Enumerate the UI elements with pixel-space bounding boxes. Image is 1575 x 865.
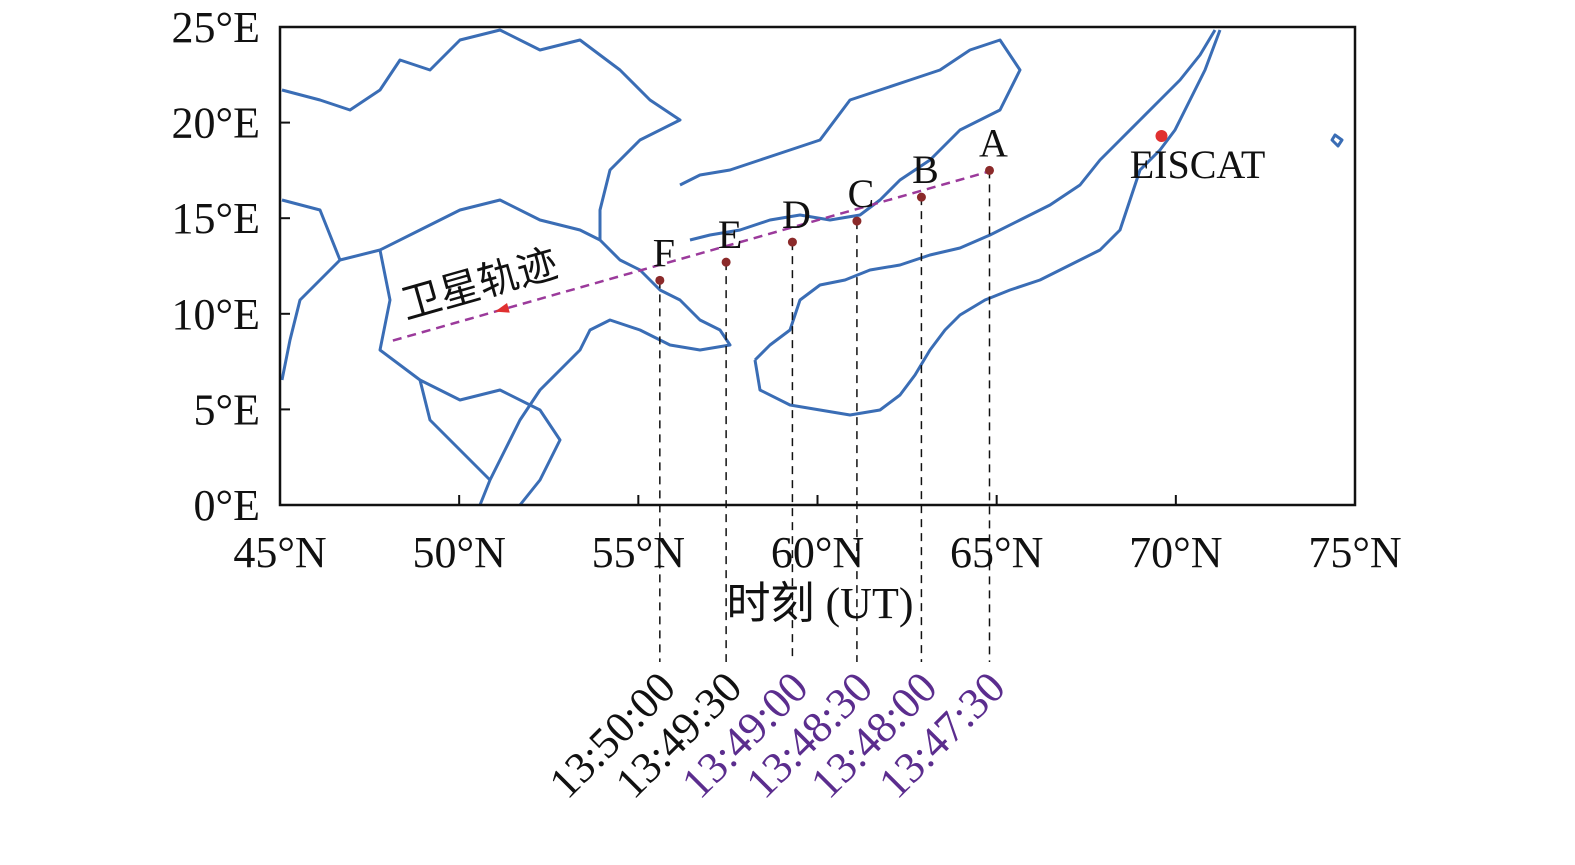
coastlines [280, 28, 1344, 506]
coastline [679, 38, 1022, 242]
track-point [787, 237, 797, 247]
border [280, 28, 682, 506]
y-tick-label: 0°E [194, 481, 260, 530]
x-tick-label: 45°N [233, 528, 326, 577]
point-label: C [848, 171, 875, 216]
x-tick-label: 65°N [950, 528, 1043, 577]
y-tick-label: 20°E [172, 99, 260, 148]
island [1330, 133, 1344, 148]
point-label: E [718, 212, 742, 257]
y-tick-label: 10°E [172, 290, 260, 339]
track-arrow [494, 303, 510, 313]
y-tick-label: 15°E [172, 194, 260, 243]
track-point [721, 257, 731, 267]
x-tick-label: 75°N [1308, 528, 1401, 577]
point-label: B [912, 147, 939, 192]
x-axis-label: 时刻 (UT) [727, 579, 914, 628]
coastline [753, 29, 1217, 362]
station-label: EISCAT [1130, 142, 1266, 187]
track-point [916, 192, 926, 202]
y-tick-label: 25°E [172, 3, 260, 52]
station-marker [1155, 129, 1168, 142]
coastline [753, 29, 1222, 417]
x-tick-label: 55°N [592, 528, 685, 577]
point-label: F [653, 230, 675, 275]
y-tick-label: 5°E [194, 385, 260, 434]
point-label: D [782, 192, 811, 237]
point-label: A [979, 120, 1008, 165]
x-tick-label: 60°N [771, 528, 864, 577]
track-point [852, 216, 862, 226]
x-tick-label: 50°N [412, 528, 505, 577]
track-point [985, 165, 994, 175]
x-tick-label: 70°N [1129, 528, 1222, 577]
coastline [478, 238, 732, 506]
track-point [655, 275, 665, 285]
